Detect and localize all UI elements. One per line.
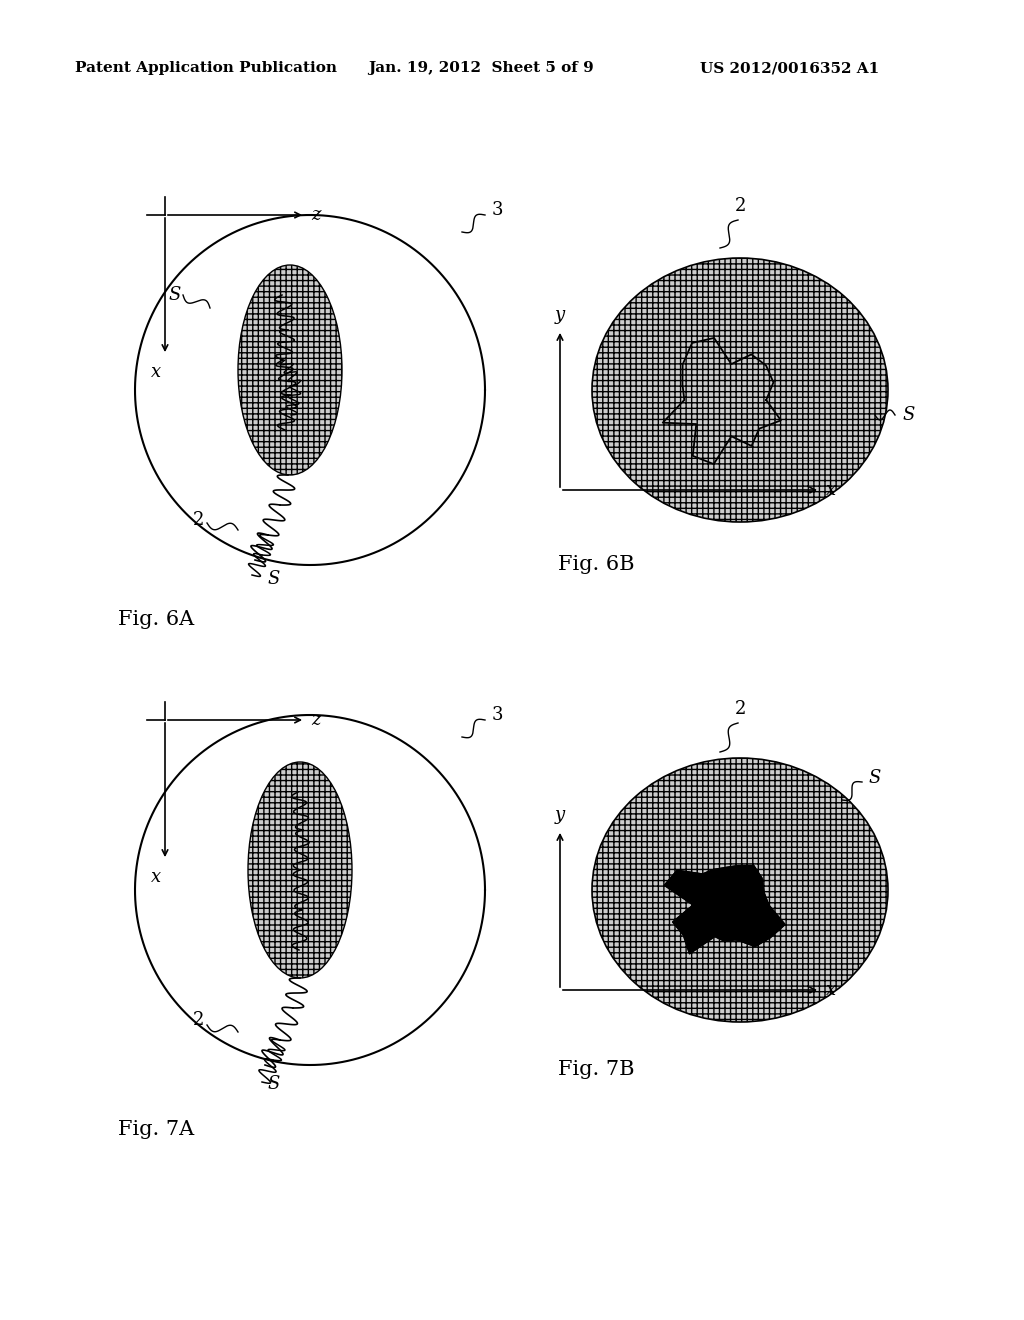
Text: y: y [555, 807, 565, 824]
Text: S: S [267, 1074, 280, 1093]
Text: z: z [311, 711, 321, 729]
Text: 3: 3 [492, 706, 504, 723]
Text: S: S [168, 286, 180, 304]
Polygon shape [665, 866, 785, 954]
Text: x: x [151, 869, 161, 886]
Text: 3: 3 [492, 201, 504, 219]
Ellipse shape [592, 257, 888, 521]
Ellipse shape [238, 265, 342, 475]
Text: x: x [151, 363, 161, 381]
Text: Fig. 7B: Fig. 7B [558, 1060, 635, 1078]
Text: Fig. 6B: Fig. 6B [558, 554, 635, 574]
Text: Jan. 19, 2012  Sheet 5 of 9: Jan. 19, 2012 Sheet 5 of 9 [368, 61, 594, 75]
Ellipse shape [592, 758, 888, 1022]
Text: x: x [826, 981, 837, 999]
Text: y: y [555, 306, 565, 323]
Text: z: z [311, 206, 321, 224]
Text: S: S [267, 570, 280, 587]
Text: 2: 2 [734, 197, 745, 215]
Text: US 2012/0016352 A1: US 2012/0016352 A1 [700, 61, 880, 75]
Text: Fig. 7A: Fig. 7A [118, 1119, 195, 1139]
Ellipse shape [248, 762, 352, 978]
Text: 2: 2 [193, 1011, 205, 1030]
Text: S: S [902, 407, 914, 424]
Text: S: S [868, 770, 881, 787]
Text: x: x [826, 480, 837, 499]
Text: 2: 2 [193, 511, 205, 529]
Text: Fig. 6A: Fig. 6A [118, 610, 195, 630]
Text: 2: 2 [734, 700, 745, 718]
Text: Patent Application Publication: Patent Application Publication [75, 61, 337, 75]
